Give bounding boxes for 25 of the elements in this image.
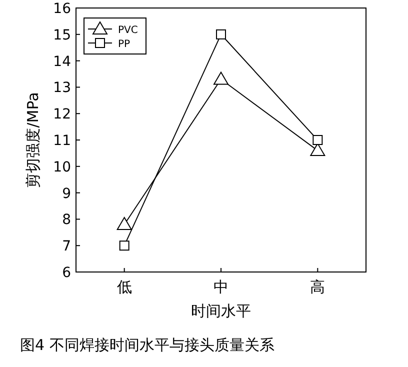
point xyxy=(119,240,130,251)
y-tick-label: 9 xyxy=(62,186,71,202)
legend-label: PP xyxy=(118,39,130,50)
y-tick-label: 8 xyxy=(62,212,71,228)
point xyxy=(214,72,228,85)
x-tick-label: 中 xyxy=(214,278,228,296)
y-tick-label: 15 xyxy=(53,27,71,44)
legend-label: PVC xyxy=(118,25,138,36)
point xyxy=(312,135,323,145)
y-tick-label: 14 xyxy=(53,54,72,70)
point xyxy=(310,143,326,156)
y-tick-label: 12 xyxy=(53,106,71,123)
caption: 图4 不同焊接时间水平与接头质量关系 xyxy=(20,336,274,354)
y-tick-label: 10 xyxy=(53,159,71,176)
y-tick-label: 11 xyxy=(53,133,71,149)
x-tick-label: 低 xyxy=(116,278,132,296)
y-tick-label: 16 xyxy=(53,1,72,17)
point xyxy=(216,29,226,40)
y-axis-title: 剪切强度/MPa xyxy=(24,92,42,188)
point xyxy=(116,216,132,230)
y-tick-label: 7 xyxy=(62,238,71,255)
x-axis-title: 时间水平 xyxy=(191,302,251,320)
x-tick-label: 高 xyxy=(310,278,326,296)
y-tick-label: 13 xyxy=(53,80,71,96)
y-tick-label: 6 xyxy=(62,265,72,281)
